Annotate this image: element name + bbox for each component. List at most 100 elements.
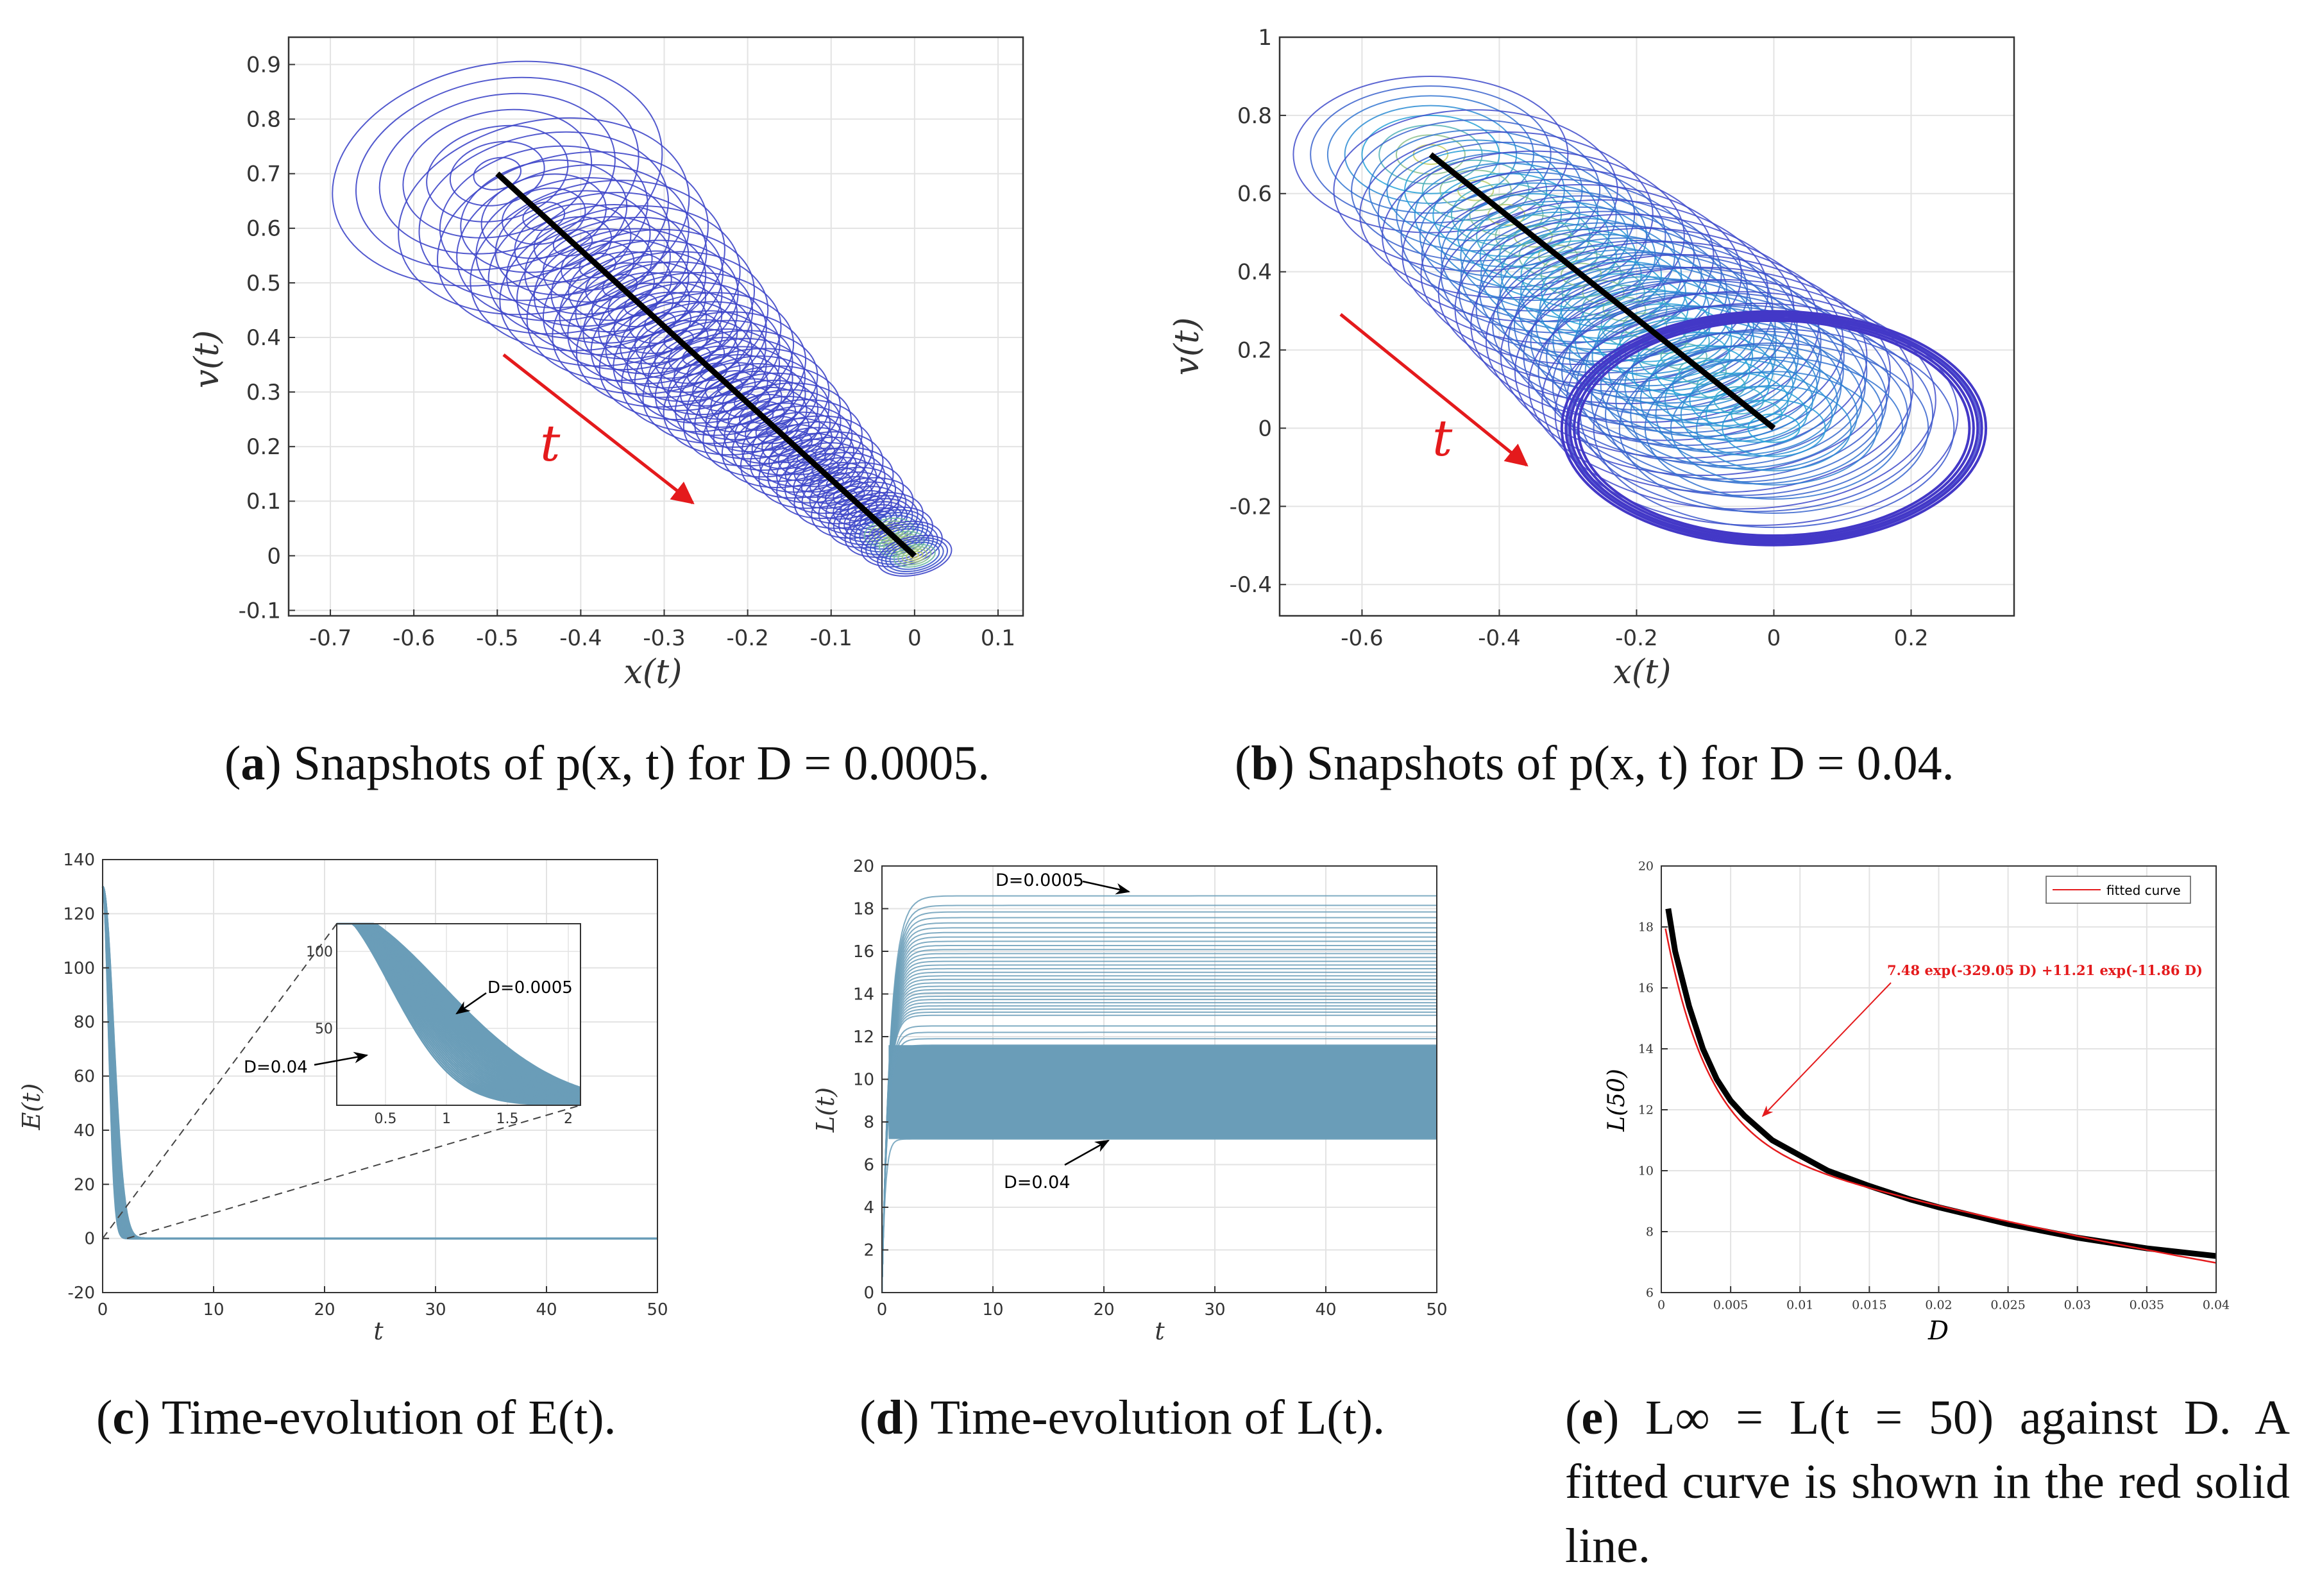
y-tick-label: 120	[63, 904, 95, 924]
y-tick-label: 8	[863, 1113, 874, 1132]
contour-ring	[1500, 254, 1868, 459]
x-tick-label: 0	[908, 625, 922, 651]
contour-ring	[1485, 241, 1844, 441]
contour-ring	[1670, 371, 1877, 486]
y-tick-label: 6	[1646, 1286, 1654, 1300]
x-tick-label: 10	[982, 1300, 1003, 1320]
contour-ring	[768, 432, 845, 481]
caption-d: (d) Time-evolution of L(t).	[860, 1391, 1385, 1445]
x-tick-label: -0.4	[1478, 625, 1520, 651]
contour-ring	[1552, 292, 1890, 480]
contour-ring	[1514, 251, 1776, 399]
panel-e-fit-arrow	[1761, 982, 1892, 1117]
contour-ring	[731, 405, 853, 482]
panel-e-data-curve	[1665, 908, 2217, 1259]
inset-frame	[336, 923, 581, 1106]
contour-ring	[1568, 314, 1979, 542]
y-tick-label: 0.3	[246, 380, 281, 405]
panel-b-frame	[1278, 36, 2015, 617]
contour-ring	[1554, 302, 1959, 527]
leakage-curve	[881, 1038, 1437, 1293]
y-tick-label: 14	[1638, 1042, 1654, 1057]
x-tick-label: -0.6	[393, 625, 435, 651]
contour-ring	[793, 457, 877, 509]
energy-curve	[102, 885, 658, 1240]
contour-ring	[402, 108, 593, 239]
contour-ring	[1618, 342, 1929, 514]
contour-ring	[524, 216, 671, 315]
panel-d-chart: 0 10 20 30 40 50 0 2 4 6 8 10 12 14 16 18 20 D=0.0005 D=…	[811, 857, 1448, 1345]
panel-c-curves	[101, 885, 658, 1240]
inset-x-tick-label: 1.5	[496, 1111, 519, 1127]
contour-ring	[634, 319, 793, 424]
panel-e-ylabel: L(50)	[1604, 1069, 1630, 1132]
panel-a-time-arrow	[502, 353, 695, 505]
contour-ring	[1678, 357, 1727, 386]
leakage-curve	[881, 992, 1437, 1293]
contour-ring	[642, 330, 818, 445]
x-tick-label: 0	[1767, 625, 1781, 651]
panel-d-arrow-top	[1082, 880, 1131, 895]
leakage-curve	[881, 1044, 1437, 1293]
leakage-curve	[881, 895, 1437, 1293]
x-tick-label: -0.7	[309, 625, 352, 651]
contour-ring	[893, 543, 936, 568]
y-tick-label: 1	[1258, 25, 1272, 51]
contour-ring	[1419, 171, 1648, 301]
contour-ring	[1292, 75, 1569, 233]
contour-ring	[809, 471, 888, 520]
contour-ring	[1597, 303, 1732, 379]
inset-arrow-top	[455, 992, 487, 1015]
contour-ring	[605, 291, 752, 389]
panel-c-ylabel: E(t)	[17, 1083, 46, 1131]
contour-ring	[1500, 233, 1707, 351]
leakage-curve	[881, 1008, 1437, 1293]
leakage-curve	[881, 1031, 1437, 1293]
contour-ring	[533, 228, 707, 344]
contour-ring	[1593, 328, 1955, 529]
y-tick-label: -0.1	[239, 598, 281, 624]
panel-d-ylabel: L(t)	[811, 1087, 840, 1133]
panel-b-contours	[1292, 75, 1988, 547]
panel-a-ylabel: v(t)	[188, 330, 226, 389]
x-tick-label: 0.03	[2064, 1298, 2091, 1312]
caption-d-label: d	[876, 1391, 903, 1445]
y-tick-label: 12	[1638, 1103, 1654, 1117]
x-tick-label: 0.02	[1925, 1298, 1952, 1312]
panel-d-curves	[881, 895, 1437, 1293]
contour-ring	[426, 124, 569, 223]
contour-ring	[1577, 319, 1971, 538]
leakage-curve	[881, 1138, 1437, 1293]
panel-b-time-arrow	[1339, 313, 1529, 467]
contour-ring	[721, 399, 863, 489]
y-tick-label: 0.7	[246, 162, 281, 187]
panel-a-ticks: -0.7 -0.6 -0.5 -0.4 -0.3 -0.2 -0.1 0 0.1 -0.1 0 0.1…	[239, 52, 1015, 650]
contour-ring	[480, 173, 607, 259]
x-tick-label: 40	[536, 1300, 557, 1320]
contour-ring	[1520, 245, 1686, 339]
panel-c-inset: 0.5 1 1.5 2 50 100 D=0.0005 D=0.04	[102, 922, 581, 1239]
y-tick-label: 140	[63, 851, 95, 870]
contour-ring	[634, 310, 724, 369]
panel-b-trajectory	[1428, 152, 1776, 430]
y-tick-label: 0	[863, 1284, 874, 1303]
y-tick-label: -0.4	[1230, 572, 1272, 598]
inset-arrow-bottom	[314, 1051, 369, 1066]
panel-b-chart: t -0.6 -0.4 -0.2 0 0.2 -0.4 -0.2 0 0.2 0.4 0.6 0.8 1…	[1168, 25, 2015, 692]
contour-ring	[332, 60, 663, 287]
zoom-line	[102, 923, 337, 1239]
contour-ring	[598, 292, 795, 421]
y-tick-label: 0.6	[1237, 182, 1272, 207]
panel-b-t-label: t	[1432, 410, 1453, 468]
x-tick-label: 40	[1315, 1300, 1336, 1320]
contour-ring	[1420, 183, 1742, 366]
panel-e-fitted-curve	[1664, 928, 2217, 1264]
inset-label-top: D=0.0005	[487, 978, 573, 998]
x-tick-label: 0	[97, 1300, 108, 1320]
y-tick-label: 10	[1638, 1164, 1654, 1178]
inset-label-bottom: D=0.04	[244, 1058, 308, 1077]
x-tick-label: 20	[314, 1300, 335, 1320]
contour-ring	[702, 382, 852, 478]
contour-ring	[870, 525, 934, 563]
